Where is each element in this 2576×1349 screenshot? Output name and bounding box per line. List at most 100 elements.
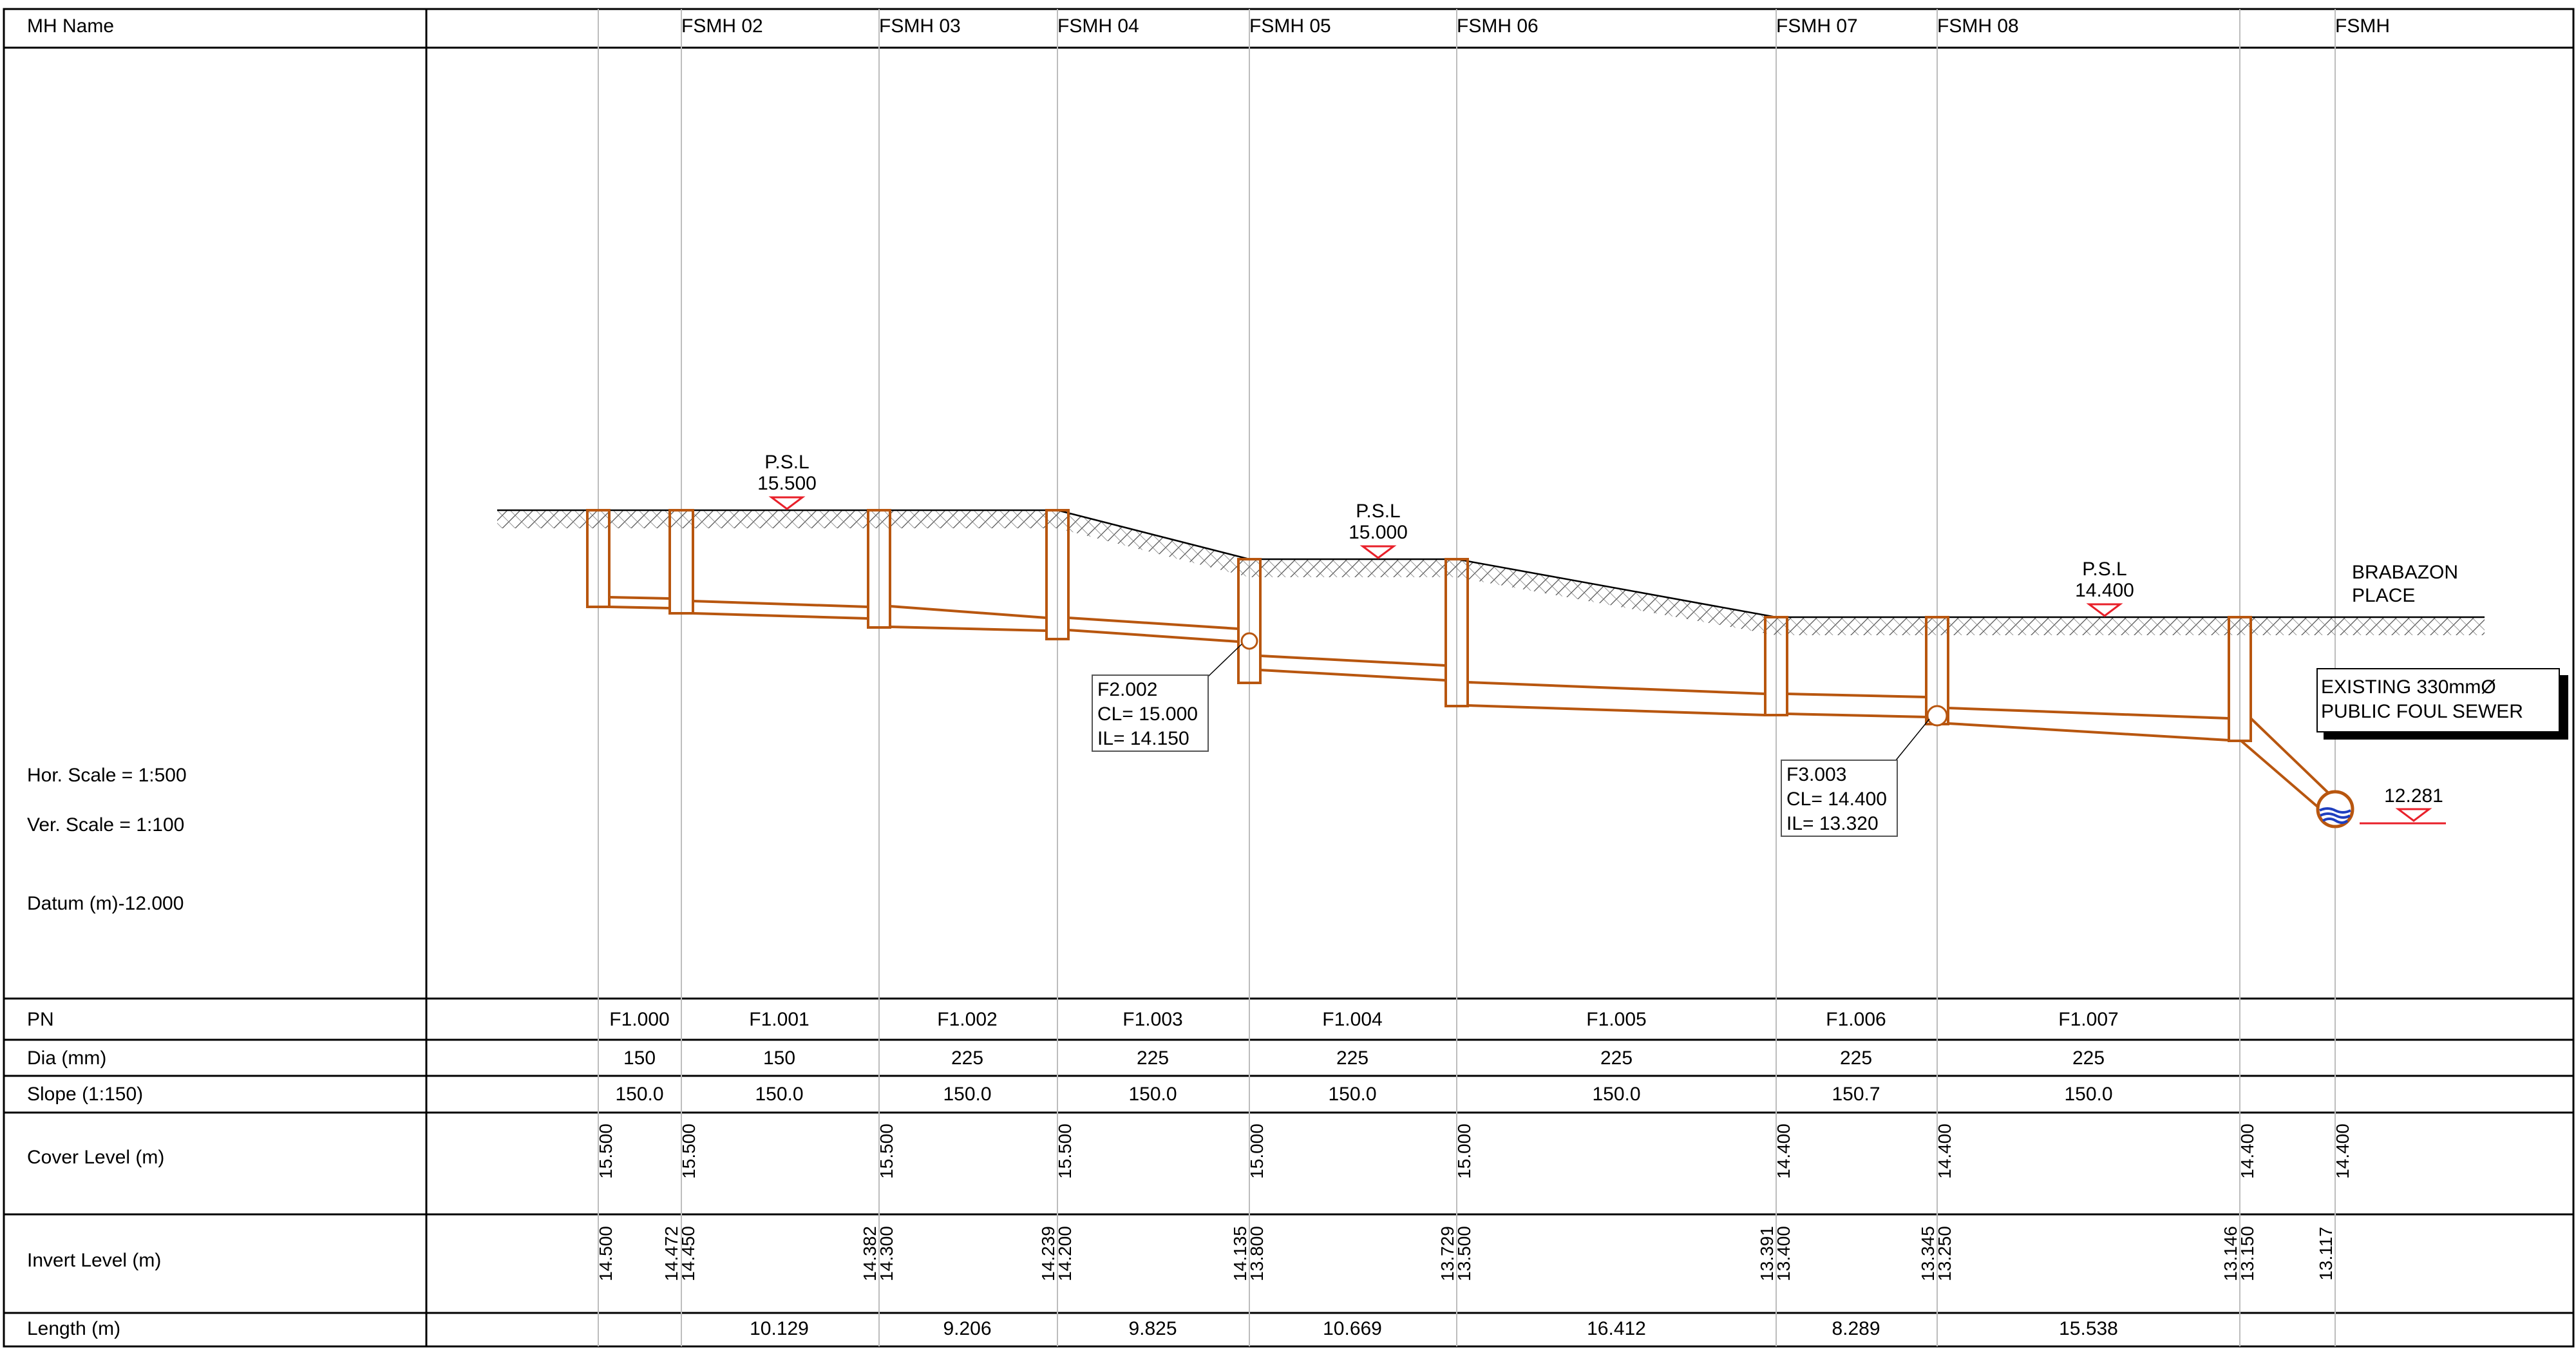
table-cell: 150.0 xyxy=(1128,1084,1177,1105)
table-cell: 225 xyxy=(2072,1048,2105,1069)
level-triangle-icon xyxy=(2395,808,2432,822)
row-label-slope: Slope (1:150) xyxy=(27,1084,143,1105)
street-label: PLACE xyxy=(2352,585,2415,606)
table-cell: 150 xyxy=(623,1048,656,1069)
psl-marker: P.S.L 15.000 xyxy=(1349,501,1408,559)
pipe-network xyxy=(586,509,2336,814)
table-cell: 14.500 xyxy=(596,1226,616,1281)
manhole-chamber xyxy=(867,509,891,629)
table-cell: 15.500 xyxy=(876,1124,896,1179)
manhole-label: FSMH 07 xyxy=(1776,15,1858,37)
table-cell: 13.400 xyxy=(1774,1226,1794,1281)
table-cell: 13.117 xyxy=(2316,1227,2336,1281)
dia-row: 150 150 225 225 225 225 225 225 xyxy=(623,1048,2105,1069)
manhole-label: FSMH xyxy=(2335,15,2390,37)
svg-text:P.S.L: P.S.L xyxy=(2082,559,2127,580)
table-frame xyxy=(3,8,2575,1348)
table-cell: 150.0 xyxy=(615,1084,663,1105)
svg-text:F3.003: F3.003 xyxy=(1786,764,1846,785)
table-cell: 14.135 xyxy=(1230,1226,1250,1281)
table-cell: 9.825 xyxy=(1128,1318,1177,1339)
table-cell: 13.800 xyxy=(1247,1226,1267,1281)
outfall-level-marker: 12.281 xyxy=(2360,785,2446,825)
pipe-connection-icon xyxy=(1926,705,1948,727)
table-cell: 15.500 xyxy=(679,1124,699,1179)
table-cell: 14.400 xyxy=(1935,1124,1955,1179)
table-cell: 225 xyxy=(1336,1048,1368,1069)
table-cell: 15.500 xyxy=(1055,1124,1075,1179)
length-row: 10.129 9.206 9.825 10.669 16.412 8.289 1… xyxy=(750,1318,2118,1339)
table-cell: 15.000 xyxy=(1454,1124,1474,1179)
table-cell: 14.382 xyxy=(860,1226,880,1281)
table-cell: 15.500 xyxy=(596,1124,616,1179)
table-cell: 14.400 xyxy=(2333,1124,2353,1179)
table-cell: F1.003 xyxy=(1122,1009,1182,1030)
table-cell: 14.472 xyxy=(661,1226,681,1281)
table-cell: 150.0 xyxy=(755,1084,803,1105)
manhole-label: FSMH 04 xyxy=(1057,15,1139,37)
table-cell: 13.146 xyxy=(2221,1226,2240,1281)
psl-marker: P.S.L 14.400 xyxy=(2075,559,2134,617)
table-cell: 13.729 xyxy=(1437,1226,1457,1281)
table-cell: 150.0 xyxy=(1328,1084,1376,1105)
mh-name-header: MH Name xyxy=(27,15,114,37)
invert-level-row: 14.500 14.472 14.450 14.382 14.300 14.23… xyxy=(596,1226,2336,1281)
svg-text:P.S.L: P.S.L xyxy=(764,452,810,473)
table-cell: 14.300 xyxy=(876,1226,896,1281)
svg-text:15.500: 15.500 xyxy=(757,473,817,494)
manhole-label: FSMH 02 xyxy=(681,15,763,37)
table-cell: 14.400 xyxy=(1774,1124,1794,1179)
pn-row: F1.000 F1.001 F1.002 F1.003 F1.004 F1.00… xyxy=(609,1009,2118,1030)
cover-level-row: 15.500 15.500 15.500 15.500 15.000 15.00… xyxy=(596,1124,2353,1179)
existing-sewer-box: EXISTING 330mmØ PUBLIC FOUL SEWER xyxy=(2316,668,2568,740)
pipe-annotation-f3-003: F3.003 CL= 14.400 IL= 13.320 xyxy=(1781,718,1930,837)
svg-text:CL= 14.400: CL= 14.400 xyxy=(1786,789,1887,810)
svg-text:CL= 15.000: CL= 15.000 xyxy=(1097,703,1198,725)
svg-text:PUBLIC FOUL SEWER: PUBLIC FOUL SEWER xyxy=(2321,701,2523,722)
table-cell: 13.250 xyxy=(1935,1226,1955,1281)
manhole-chamber xyxy=(2228,616,2252,742)
table-cell: F1.000 xyxy=(609,1009,669,1030)
table-cell: 14.450 xyxy=(678,1226,698,1281)
svg-text:14.400: 14.400 xyxy=(2075,580,2134,601)
vertical-scale-note: Ver. Scale = 1:100 xyxy=(27,814,184,836)
manhole-chamber xyxy=(668,509,694,615)
table-cell: 150 xyxy=(763,1048,795,1069)
table-cell: F1.007 xyxy=(2058,1009,2118,1030)
manhole-label: FSMH 05 xyxy=(1249,15,1331,37)
street-label: BRABAZON xyxy=(2352,562,2458,583)
table-cell: 10.669 xyxy=(1323,1318,1382,1339)
manhole-chamber xyxy=(1444,558,1469,707)
svg-text:EXISTING 330mmØ: EXISTING 330mmØ xyxy=(2321,676,2496,698)
svg-text:IL= 14.150: IL= 14.150 xyxy=(1097,728,1189,749)
table-cell: F1.006 xyxy=(1826,1009,1886,1030)
row-label-invert: Invert Level (m) xyxy=(27,1250,161,1271)
table-cell: 225 xyxy=(1137,1048,1169,1069)
table-cell: F1.004 xyxy=(1322,1009,1382,1030)
manhole-label: FSMH 08 xyxy=(1937,15,2019,37)
table-cell: 13.391 xyxy=(1757,1226,1777,1281)
level-triangle-icon xyxy=(768,496,806,510)
table-cell: 13.500 xyxy=(1454,1226,1474,1281)
table-cell: F1.005 xyxy=(1586,1009,1646,1030)
ground-line xyxy=(497,509,2485,618)
manhole-chamber xyxy=(586,509,611,608)
table-cell: 13.150 xyxy=(2237,1226,2257,1281)
table-cell: F1.001 xyxy=(749,1009,809,1030)
svg-text:15.000: 15.000 xyxy=(1349,522,1408,543)
manhole-chamber xyxy=(1237,558,1262,684)
manhole-label: FSMH 06 xyxy=(1457,15,1539,37)
table-cell: 14.239 xyxy=(1038,1226,1058,1281)
table-cell: 150.0 xyxy=(2064,1084,2112,1105)
psl-marker: P.S.L 15.500 xyxy=(757,452,817,510)
level-triangle-icon xyxy=(2086,603,2123,617)
datum-note: Datum (m)-12.000 xyxy=(27,893,184,914)
svg-text:IL= 13.320: IL= 13.320 xyxy=(1786,813,1879,834)
manhole-label: FSMH 03 xyxy=(879,15,961,37)
manhole-chamber xyxy=(1045,509,1070,640)
table-cell: 14.400 xyxy=(2237,1124,2257,1179)
table-cell: 225 xyxy=(1600,1048,1633,1069)
existing-sewer-icon xyxy=(2316,790,2354,828)
row-label-pn: PN xyxy=(27,1009,54,1030)
